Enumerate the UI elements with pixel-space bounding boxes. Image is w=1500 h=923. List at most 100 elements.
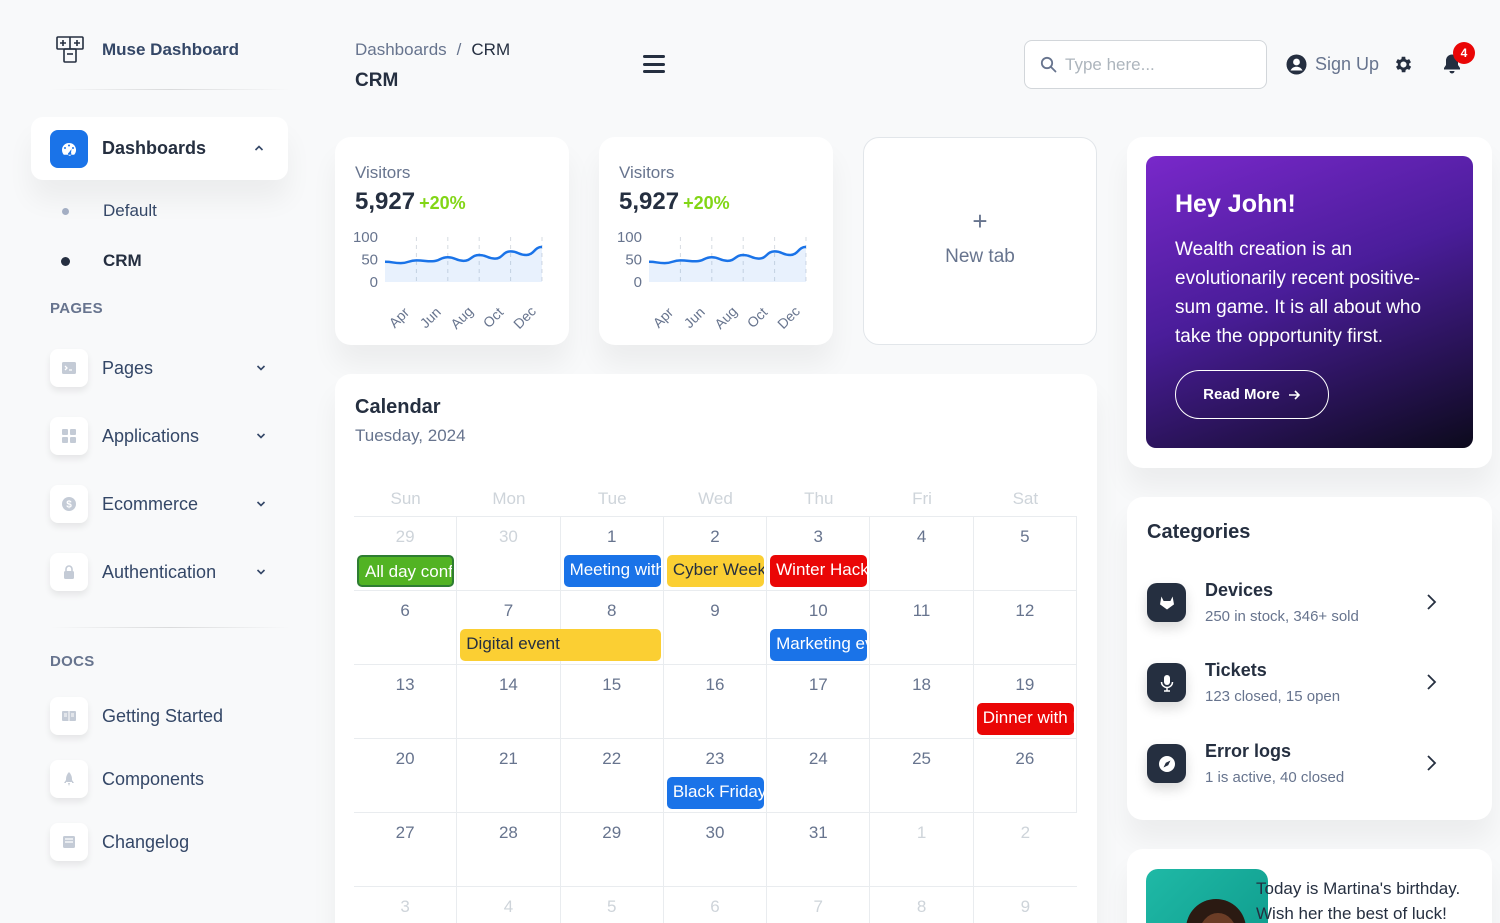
calendar-day[interactable]: 31 <box>767 813 871 886</box>
calendar-day[interactable]: 12 <box>974 591 1077 664</box>
calendar-week-row: 20 21 22 23 24 25 26 Black Friday <box>354 739 1077 813</box>
calendar-day[interactable]: 27 <box>354 813 458 886</box>
breadcrumb-parent[interactable]: Dashboards <box>355 40 447 59</box>
x-tick-label: Apr <box>650 304 677 331</box>
breadcrumb: Dashboards / CRM <box>355 40 510 60</box>
calendar-day[interactable]: 30 <box>457 517 561 590</box>
calendar-day[interactable]: 4 <box>870 517 974 590</box>
calendar-event[interactable]: Meeting with Mary <box>563 555 661 587</box>
calendar-event[interactable]: Dinner with Family <box>976 703 1074 735</box>
calendar-day[interactable]: 24 <box>767 739 871 812</box>
calendar-day[interactable]: 4 <box>457 887 561 923</box>
calendar-event[interactable]: Digital event <box>460 629 661 661</box>
calendar-day[interactable]: 3 <box>767 517 871 590</box>
calendar-day[interactable]: 2 <box>664 517 768 590</box>
compass-icon <box>1147 744 1186 783</box>
calendar-day[interactable]: 29 <box>354 517 458 590</box>
calendar-day[interactable]: 10 <box>767 591 871 664</box>
read-more-button[interactable]: Read More <box>1175 370 1329 419</box>
sidebar-item-getting-started[interactable]: Getting Started <box>50 696 280 736</box>
category-detail: 123 closed, 15 open <box>1205 688 1341 705</box>
sidebar-subitem-default[interactable]: Default <box>62 201 157 221</box>
chevron-right-icon[interactable] <box>1425 593 1437 611</box>
calendar-day[interactable]: 3 <box>354 887 458 923</box>
chevron-right-icon[interactable] <box>1425 754 1437 772</box>
chevron-right-icon[interactable] <box>1425 673 1437 691</box>
calendar-day[interactable]: 8 <box>561 591 664 664</box>
calendar-day[interactable]: 25 <box>870 739 974 812</box>
sidebar-item-pages[interactable]: Pages <box>50 348 280 388</box>
person-photo-icon <box>1186 899 1246 923</box>
calendar-day[interactable]: 9 <box>664 591 768 664</box>
sign-up-link[interactable]: Sign Up <box>1286 54 1379 75</box>
promo-text: Wealth creation is an evolutionarily rec… <box>1175 239 1422 347</box>
grid-icon <box>50 417 88 455</box>
calendar-day[interactable]: 1 <box>870 813 974 886</box>
calendar-day[interactable]: 22 <box>561 739 664 812</box>
brand[interactable]: Muse Dashboard <box>56 36 239 64</box>
calendar-week-row: 27 28 29 30 31 1 2 <box>354 813 1077 887</box>
calendar-day[interactable]: 21 <box>457 739 561 812</box>
gear-icon[interactable] <box>1393 54 1414 75</box>
weekday-label: Tue <box>597 489 627 508</box>
calendar-event[interactable]: All day conference <box>357 555 455 587</box>
stat-value: 5,927 +20% <box>355 188 466 216</box>
calendar-day[interactable]: 29 <box>561 813 664 886</box>
calendar-day[interactable]: 8 <box>870 887 974 923</box>
calendar-day[interactable]: 5 <box>974 517 1077 590</box>
calendar-day[interactable]: 7 <box>457 591 561 664</box>
weekday-label: Sat <box>1012 489 1039 508</box>
calendar-day[interactable]: 2 <box>1020 823 1031 842</box>
section-title-docs: DOCS <box>50 653 95 670</box>
new-tab-button[interactable]: + New tab <box>863 137 1097 345</box>
calendar-day[interactable]: 16 <box>664 665 768 738</box>
sidebar-item-changelog[interactable]: Changelog <box>50 822 280 862</box>
calendar-day[interactable]: 30 <box>664 813 768 886</box>
category-name: Devices <box>1205 580 1274 600</box>
calendar-day[interactable]: 13 <box>354 665 458 738</box>
sidebar-subitem-crm[interactable]: CRM <box>61 251 142 271</box>
category-row-tickets[interactable]: Tickets 123 closed, 15 open <box>1147 657 1437 707</box>
calendar-day[interactable]: 20 <box>354 739 458 812</box>
calendar-day[interactable]: 18 <box>870 665 974 738</box>
calendar-event[interactable]: Black Friday <box>666 777 765 809</box>
chevron-down-icon <box>256 433 266 439</box>
category-row-devices[interactable]: Devices 250 in stock, 346+ sold <box>1147 577 1437 627</box>
calendar-day[interactable]: 11 <box>870 591 974 664</box>
sidebar-item-components[interactable]: Components <box>50 759 280 799</box>
sidebar-item-dashboards[interactable]: Dashboards <box>31 117 288 180</box>
calendar-day[interactable]: 15 <box>561 665 664 738</box>
stat-number: 5,927 <box>619 188 680 215</box>
y-tick-label: 0 <box>634 274 642 291</box>
category-row-error-logs[interactable]: Error logs 1 is active, 40 closed <box>1147 738 1437 788</box>
calendar-day[interactable]: 14 <box>457 665 561 738</box>
calendar-day[interactable]: 23 <box>664 739 768 812</box>
sidebar-item-applications[interactable]: Applications <box>50 416 280 456</box>
category-detail: 1 is active, 40 closed <box>1205 769 1345 786</box>
weekday-label: Fri <box>912 489 932 508</box>
sidebar-item-ecommerce[interactable]: $ Ecommerce <box>50 484 280 524</box>
y-tick-label: 50 <box>625 252 642 269</box>
sidebar-item-authentication[interactable]: Authentication <box>50 552 280 592</box>
calendar-event[interactable]: Winter Hackaton <box>770 555 868 587</box>
calendar-event[interactable]: Marketing event <box>770 629 868 661</box>
calendar-day[interactable]: 19 <box>974 665 1077 738</box>
calendar-day[interactable]: 6 <box>354 591 458 664</box>
svg-text:$: $ <box>66 500 72 511</box>
calendar-day[interactable]: 7 <box>767 887 871 923</box>
search-input[interactable] <box>1065 54 1245 75</box>
calendar-day[interactable]: 28 <box>457 813 561 886</box>
calendar-day[interactable]: 26 <box>974 739 1077 812</box>
stat-change: +20% <box>419 193 466 213</box>
calendar-day[interactable]: 1 <box>561 517 664 590</box>
read-more-label: Read More <box>1203 386 1280 403</box>
calendar-day[interactable]: 5 <box>561 887 664 923</box>
weekday-label: Mon <box>492 489 526 508</box>
calendar-event[interactable]: Cyber Week <box>666 555 765 587</box>
calendar-day[interactable]: 9 <box>1020 897 1031 916</box>
calendar-day[interactable]: 17 <box>767 665 871 738</box>
calendar-day[interactable]: 6 <box>664 887 768 923</box>
menu-toggle-icon[interactable] <box>643 55 665 73</box>
